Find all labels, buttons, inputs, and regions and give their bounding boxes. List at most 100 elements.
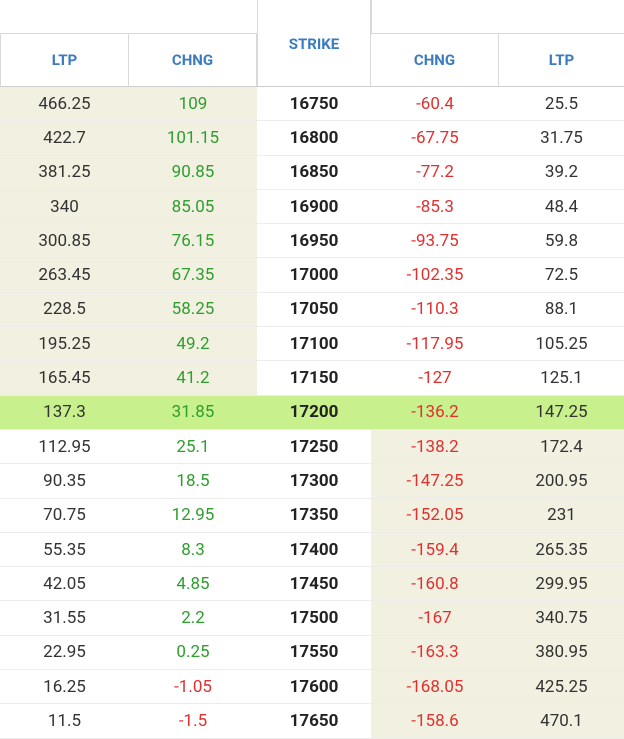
table-row[interactable]: 340 85.05 16900 -85.3 48.4 [0, 189, 624, 225]
table-row[interactable]: 263.45 67.35 17000 -102.35 72.5 [0, 258, 624, 293]
p-ltp-cell: 425.25 [499, 670, 624, 704]
c-chng-cell: 90.85 [129, 155, 257, 189]
p-chng-cell: -152.05 [371, 498, 499, 532]
table-row[interactable]: 381.25 90.85 16850 -77.2 39.2 [0, 155, 624, 190]
strike-cell: 16900 [289, 196, 339, 217]
strike-cell: 16850 [289, 162, 339, 183]
c-ltp-cell: 340 [0, 189, 129, 224]
p-ltp-cell: 265.35 [499, 532, 624, 567]
strike-cell: 17200 [289, 402, 339, 423]
p-ltp-cell: 380.95 [499, 635, 624, 670]
c-ltp-cell: 195.25 [0, 327, 129, 361]
c-ltp-cell: 263.45 [0, 258, 129, 292]
c-ltp-cell: 300.85 [0, 224, 129, 258]
c-chng-cell: 67.35 [129, 258, 257, 292]
p-chng-cell: -77.2 [416, 162, 454, 183]
c-chng-cell: 76.15 [129, 224, 257, 258]
p-chng-cell: -67.75 [411, 127, 459, 148]
strike-cell: 16800 [289, 127, 339, 148]
strike-cell: 17450 [289, 573, 339, 594]
table-row[interactable]: 31.55 2.2 17500 -167 340.75 [0, 601, 624, 636]
table-row[interactable]: 42.05 4.85 17450 -160.8 299.95 [0, 567, 624, 602]
table-row[interactable]: 16.25 -1.05 17600 -168.05 425.25 [0, 670, 624, 705]
c-chng-cell: 41.2 [129, 361, 257, 395]
strike-cell: 17400 [289, 539, 339, 560]
table-header: LTP CHNG STRIKE CHNG LTP [0, 0, 624, 87]
p-chng-cell: -160.8 [371, 567, 499, 601]
table-row[interactable]: 195.25 49.2 17100 -117.95 105.25 [0, 327, 624, 362]
table-row[interactable]: 112.95 25.1 17250 -138.2 172.4 [0, 429, 624, 465]
p-ltp-cell: 88.1 [544, 299, 579, 320]
table-row[interactable]: 90.35 18.5 17300 -147.25 200.95 [0, 464, 624, 499]
strike-cell: 17250 [289, 436, 339, 457]
strike-cell: 17150 [289, 368, 339, 389]
p-chng-cell: -85.3 [416, 196, 454, 217]
p-chng-cell: -159.4 [371, 532, 499, 567]
c-ltp-cell: 381.25 [0, 155, 129, 189]
p-ltp-cell: 25.5 [544, 93, 579, 114]
header-strike[interactable]: STRIKE [257, 0, 371, 87]
table-row[interactable]: 300.85 76.15 16950 -93.75 59.8 [0, 224, 624, 259]
c-chng-cell: 58.25 [129, 292, 257, 327]
c-ltp-cell: 90.35 [43, 470, 86, 491]
strike-cell: 17600 [289, 676, 339, 697]
p-ltp-cell: 200.95 [499, 464, 624, 498]
c-chng-cell: 12.95 [171, 505, 215, 526]
table-row[interactable]: 11.5 -1.5 17650 -158.6 470.1 [0, 704, 624, 739]
c-ltp-cell: 165.45 [0, 361, 129, 395]
c-chng-cell: 101.15 [129, 121, 257, 155]
table-row[interactable]: 422.7 101.15 16800 -67.75 31.75 [0, 121, 624, 156]
p-ltp-cell: 105.25 [535, 333, 588, 354]
p-chng-cell: -147.25 [371, 464, 499, 498]
c-ltp-cell: 16.25 [43, 676, 86, 697]
c-chng-cell: 4.85 [176, 573, 210, 594]
p-chng-cell: -127 [418, 368, 452, 389]
c-chng-cell: 31.85 [171, 402, 215, 423]
strike-cell: 16950 [289, 230, 339, 251]
table-row[interactable]: 165.45 41.2 17150 -127 125.1 [0, 361, 624, 396]
table-row[interactable]: 228.5 58.25 17050 -110.3 88.1 [0, 292, 624, 328]
c-chng-cell: 85.05 [129, 189, 257, 224]
c-chng-cell: 2.2 [181, 608, 205, 629]
c-ltp-cell: 422.7 [0, 121, 129, 155]
table-row[interactable]: 137.3 31.85 17200 -136.2 147.25 [0, 395, 624, 430]
p-ltp-cell: 299.95 [499, 567, 624, 601]
p-chng-cell: -102.35 [406, 265, 464, 286]
p-chng-cell: -163.3 [371, 635, 499, 670]
c-ltp-cell: 112.95 [38, 436, 91, 457]
c-chng-cell: -1.05 [174, 676, 212, 697]
c-ltp-cell: 42.05 [43, 573, 86, 594]
p-ltp-cell: 231 [499, 498, 624, 532]
header-divider [0, 86, 624, 87]
table-body: 466.25 109 16750 -60.4 25.5 422.7 101.15 16800 -… [0, 87, 624, 739]
p-ltp-cell: 59.8 [544, 230, 579, 251]
header-puts-ltp[interactable]: LTP [499, 33, 624, 86]
table-row[interactable]: 70.75 12.95 17350 -152.05 231 [0, 498, 624, 533]
c-chng-cell: 49.2 [129, 327, 257, 361]
c-ltp-cell: 31.55 [43, 608, 86, 629]
c-chng-cell: 0.25 [176, 642, 210, 663]
strike-cell: 16750 [289, 93, 339, 114]
strike-cell: 17100 [289, 333, 339, 354]
c-ltp-cell: 228.5 [0, 292, 129, 327]
strike-cell: 17550 [289, 642, 339, 663]
p-ltp-cell: 470.1 [499, 704, 624, 738]
p-ltp-cell: 172.4 [499, 429, 624, 464]
table-row[interactable]: 466.25 109 16750 -60.4 25.5 [0, 87, 624, 122]
p-chng-cell: -167 [371, 601, 499, 635]
strike-cell: 17500 [289, 608, 339, 629]
p-ltp-cell: 125.1 [540, 368, 583, 389]
p-ltp-cell: 72.5 [544, 265, 579, 286]
c-chng-cell: 18.5 [176, 470, 210, 491]
header-calls-ltp[interactable]: LTP [0, 33, 129, 86]
p-ltp-cell: 147.25 [535, 402, 588, 423]
strike-cell: 17000 [289, 265, 339, 286]
header-puts-chng[interactable]: CHNG [371, 33, 499, 86]
c-chng-cell: 25.1 [176, 436, 210, 457]
table-row[interactable]: 22.95 0.25 17550 -163.3 380.95 [0, 635, 624, 671]
table-row[interactable]: 55.35 8.3 17400 -159.4 265.35 [0, 532, 624, 568]
header-calls-chng[interactable]: CHNG [129, 33, 257, 86]
p-chng-cell: -168.05 [371, 670, 499, 704]
c-ltp-cell: 22.95 [43, 642, 86, 663]
c-ltp-cell: 11.5 [47, 710, 82, 731]
